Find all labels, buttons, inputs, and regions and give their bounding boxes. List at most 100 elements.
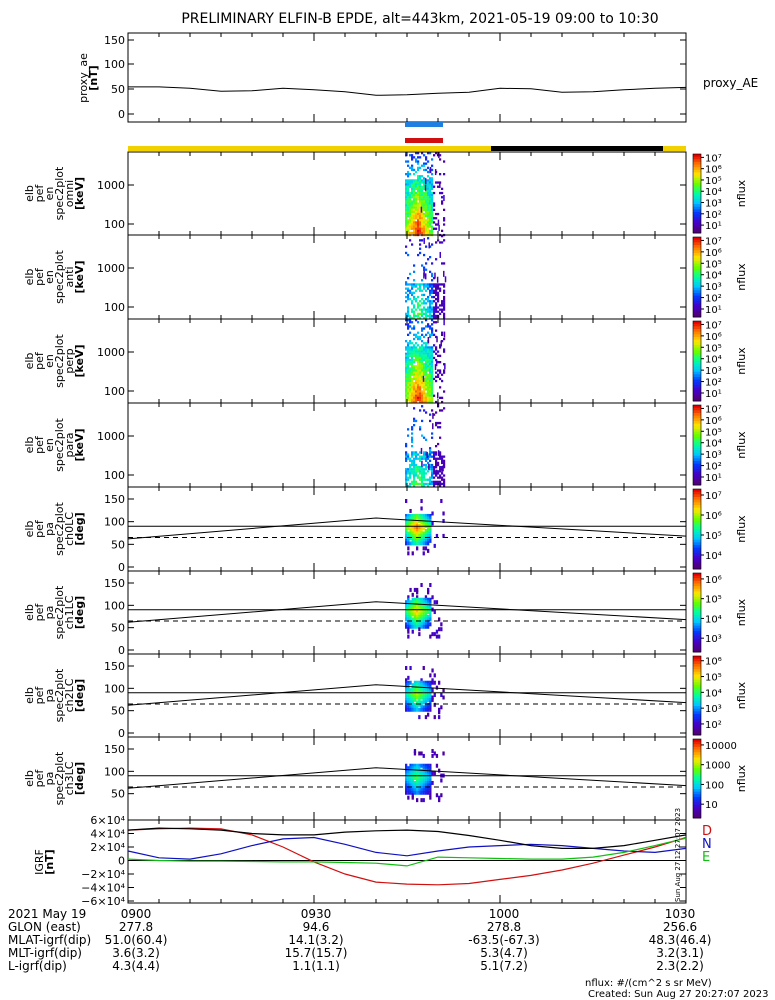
- spectrogram-cell: [417, 304, 420, 307]
- spectrogram-cell: [407, 434, 410, 437]
- spectrogram-cell: [417, 392, 420, 395]
- spectrogram-cell: [417, 227, 420, 230]
- pa-colorbar-tick-label: 10⁴: [705, 688, 722, 699]
- spectrogram-cell: [425, 384, 428, 387]
- spectrogram-cell: [431, 323, 434, 326]
- pitch-angle-cell: [407, 785, 410, 790]
- pitch-angle-cell: [405, 617, 408, 622]
- spectrogram-cell: [431, 196, 434, 199]
- pitch-angle-cell: [405, 531, 408, 536]
- spectrogram-cell: [405, 227, 408, 230]
- spectrogram-streak: [421, 460, 423, 467]
- spectrogram-cell: [417, 283, 420, 286]
- spectrogram-cell: [429, 221, 432, 224]
- igrf-d-line: [127, 827, 687, 886]
- spectrogram-cell: [443, 289, 446, 292]
- pitch-angle-cell: [429, 705, 432, 710]
- spectrogram-cell: [427, 314, 430, 318]
- spectrogram-streak: [443, 319, 445, 326]
- energy-colorbar-segment: [693, 169, 701, 173]
- energy-colorbar-segment: [693, 387, 701, 391]
- pitch-angle-cell: [407, 605, 410, 610]
- pitch-angle-cell: [422, 551, 425, 556]
- energy-colorbar-segment: [693, 247, 701, 251]
- spectrogram-cell: [427, 237, 430, 240]
- spectrogram-cell: [419, 187, 422, 190]
- pitch-angle-cell: [427, 597, 430, 602]
- spectrogram-cell: [415, 206, 418, 209]
- spectrogram-cell: [407, 200, 410, 203]
- spectrogram-cell: [411, 225, 414, 228]
- pitch-angle-cell: [424, 705, 428, 710]
- pitch-angle-cell: [438, 617, 441, 622]
- energy-colorbar-segment: [693, 196, 701, 200]
- spectrogram-cell: [439, 304, 442, 307]
- spectrogram-cell: [425, 310, 428, 313]
- pitch-angle-cell: [438, 707, 441, 712]
- pitch-angle-cell: [420, 614, 423, 619]
- spectrogram-streak: [420, 206, 423, 213]
- spectrogram-cell: [413, 398, 416, 402]
- pa-colorbar-segment: [693, 711, 701, 715]
- pitch-angle-cell: [418, 632, 421, 637]
- energy-panel-ylabel-line: para: [63, 433, 76, 458]
- spectrogram-cell: [425, 333, 428, 336]
- pitch-angle-panel: 150100500elbpefpaspec2plotch2LC[deg]10⁶1…: [23, 653, 748, 740]
- spectrogram-cell: [437, 295, 440, 299]
- spectrogram-cell: [405, 451, 408, 454]
- pitch-angle-cell: [442, 751, 445, 756]
- energy-colorbar-tick-label: 10³: [705, 199, 722, 210]
- pitch-angle-cell: [413, 610, 417, 615]
- spectrogram-cell: [423, 363, 426, 366]
- spectrogram-cell: [413, 316, 416, 320]
- energy-panel-ylabel-line: spec2plot: [53, 334, 66, 388]
- igrf-y-tick-label: 2×10⁴: [90, 841, 125, 854]
- spectrogram-cell: [439, 396, 442, 399]
- energy-colorbar-segment: [693, 461, 701, 465]
- pitch-angle-cell: [431, 595, 434, 600]
- pa-colorbar-segment: [693, 700, 701, 704]
- spectrogram-cell: [415, 472, 418, 475]
- pa-colorbar-tick-label: 10⁵: [705, 531, 722, 542]
- energy-panel-ylabel-line: [keV]: [73, 428, 86, 461]
- pitch-angle-cell: [409, 680, 412, 685]
- spectrogram-cell: [429, 327, 432, 330]
- spectrogram-cell: [415, 158, 418, 161]
- spectrogram-cell: [421, 384, 424, 387]
- spectrogram-cell: [413, 325, 416, 328]
- pitch-angle-cell: [407, 680, 410, 685]
- spectrogram-cell: [415, 298, 418, 301]
- spectrogram-cell: [419, 231, 422, 235]
- spectrogram-cell: [405, 386, 408, 389]
- pa-colorbar-tick-label: 10000: [705, 741, 737, 752]
- pa-colorbar-segment: [693, 796, 701, 801]
- spectrogram-cell: [427, 160, 430, 163]
- spectrogram-cell: [421, 480, 424, 483]
- pitch-angle-cell: [407, 617, 410, 622]
- pitch-angle-cell: [405, 685, 408, 690]
- spectrogram-cell: [425, 200, 428, 203]
- spectrogram-cell: [425, 379, 428, 383]
- energy-colorbar-frame: [692, 404, 702, 486]
- axis-value: 2.3(2.2): [656, 959, 704, 973]
- pitch-angle-cell: [420, 790, 423, 795]
- pitch-angle-cell: [420, 583, 423, 587]
- spectrogram-cell: [427, 369, 430, 372]
- pitch-angle-cell: [427, 610, 430, 615]
- spectrogram-cell: [423, 200, 426, 203]
- spectrogram-cell: [427, 231, 430, 235]
- spectrogram-cell: [425, 229, 428, 232]
- spectrogram-cell: [429, 194, 432, 197]
- pitch-angle-cell: [413, 697, 417, 702]
- pa-colorbar-segment: [693, 706, 701, 710]
- spectrogram-cell: [419, 308, 422, 311]
- spectrogram-cell: [411, 482, 414, 486]
- pa-colorbar-segment: [693, 594, 701, 598]
- spectrogram-streak: [428, 463, 430, 470]
- pitch-angle-cell: [422, 541, 425, 546]
- axis-value: 5.1(7.2): [480, 959, 528, 973]
- pitch-angle-cell: [416, 788, 419, 793]
- spectrogram-cell: [415, 386, 418, 389]
- energy-colorbar-segment: [693, 159, 701, 163]
- pitch-angle-cell: [416, 688, 419, 693]
